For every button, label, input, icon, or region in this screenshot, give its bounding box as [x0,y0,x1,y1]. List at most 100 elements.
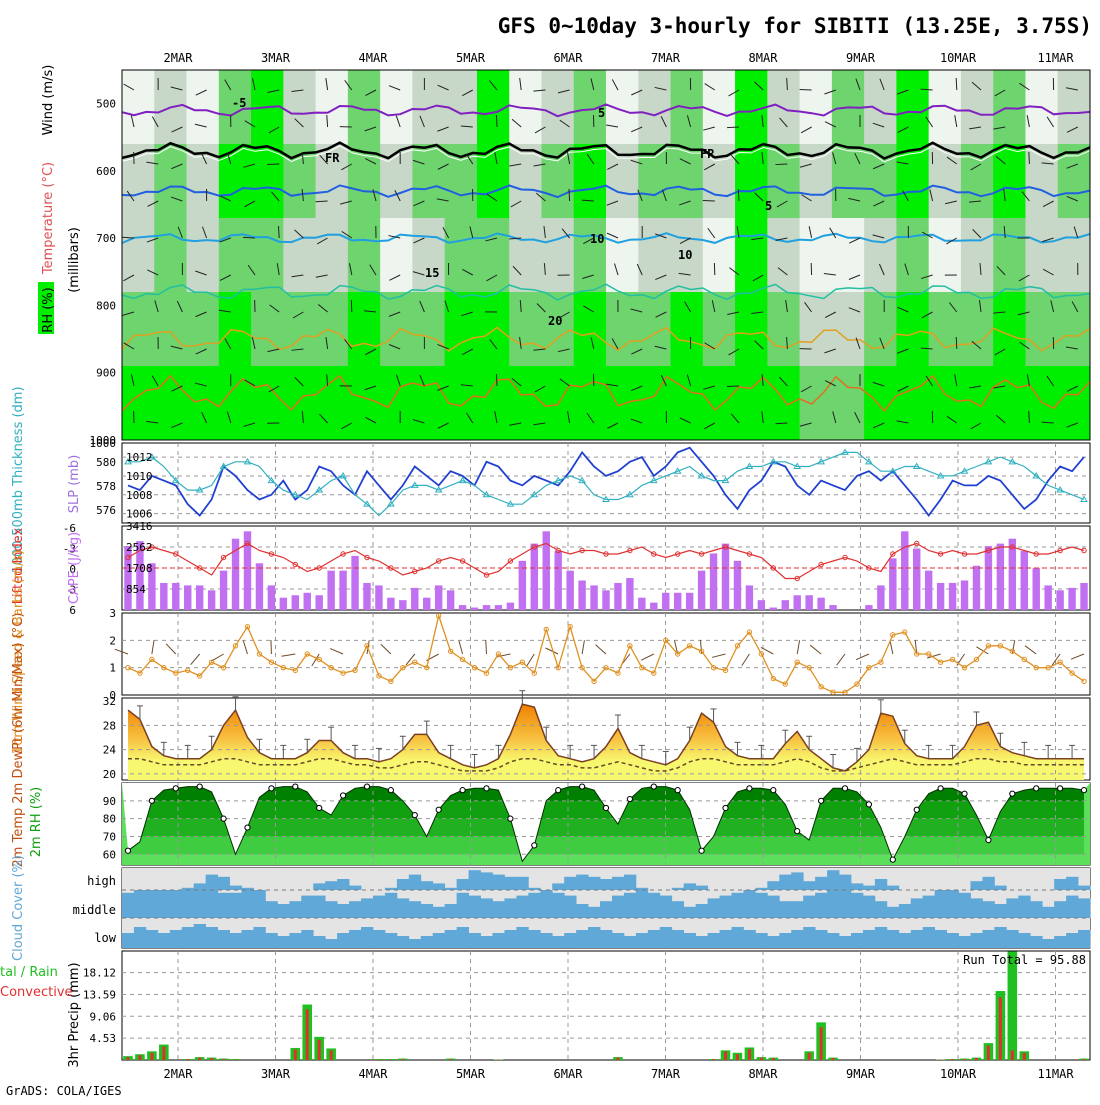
cloud-cover-bar [672,930,684,948]
rh-cell [703,292,736,367]
date-tick-top: 4MAR [359,51,389,65]
cloud-cover-bar [397,898,409,918]
cape-bar [985,546,992,610]
wind-barb [727,127,739,128]
cloud-cover-bar [803,927,815,948]
cloud-cover-bar [194,883,206,890]
rh-cell [380,292,413,367]
contour-label: 10 [678,248,692,262]
precip-convective-bar [820,1027,823,1060]
date-tick-bottom: 8MAR [749,1067,779,1081]
precip-convective-bar [1011,1050,1014,1060]
cloud-cover-bar [313,896,325,918]
wind-barb [956,78,957,90]
cape-bar [423,598,430,610]
rh-cell [283,70,316,145]
precip-tick-label: 9.06 [90,1010,117,1023]
cloud-cover-bar [791,930,803,948]
cloud-cover-bar [696,904,708,918]
cloud-cover-bar [624,893,636,918]
cloud-cover-bar [612,896,624,918]
cloud-cover-bar [325,881,337,890]
cloud-cover-bar [206,927,218,948]
cape-bar [1068,588,1075,610]
cloud-cover-bar [433,883,445,890]
rh-cell [896,218,929,293]
surface-wind-barb [797,640,799,654]
rh2m-marker [221,816,226,821]
cloud-cover-bar [600,901,612,918]
cloud-cover-bar [923,896,935,918]
cloud-cover-bar [253,927,265,948]
cloud-cover-bar [767,936,779,948]
cloud-cover-bar [982,930,994,948]
cloud-cover-bar [851,893,863,918]
cloud-cover-bar [731,927,743,948]
rh2m-marker [149,798,154,803]
rh-cell [316,366,349,441]
rh-cell [1058,366,1091,441]
cloud-cover-bar [612,877,624,890]
contour-label: 5 [598,106,605,120]
rh-cell [961,366,994,441]
surface-wind-barb [742,654,750,666]
rh-cell [380,144,413,219]
rh-cell [122,292,155,367]
surface-wind-barb [459,641,463,654]
rh-cell [316,70,349,145]
cape-bar [268,585,275,610]
rh2m-marker [603,805,608,810]
cloud-cover-bar [253,890,265,918]
cloud-cover-bar [421,936,433,948]
rh2m-tick-label: 80 [103,813,116,826]
millibars-axis-label: (millibars) [67,227,82,293]
temp-tick-label: 24 [103,744,117,757]
precip-convective-bar [294,1049,297,1060]
cloud-cover-bar [994,927,1006,948]
rh2m-marker [293,784,298,789]
cloud-cover-bar [863,930,875,948]
precip-convective-bar [330,1050,333,1060]
cloud-cover-bar [899,904,911,918]
rh-cell [929,218,962,293]
cloud-cover-bar [564,877,576,890]
date-tick-top: 8MAR [749,51,779,65]
wind-barb [569,189,570,201]
rh2m-marker [723,805,728,810]
precip-convective-bar [126,1057,129,1060]
cloud-cover-bar [815,930,827,948]
precip-convective-bar [975,1058,978,1060]
rh2m-marker [436,807,441,812]
cape-bar [399,600,406,610]
precip-panel-frame [122,951,1090,1060]
cloud-cover-bar [851,883,863,890]
rh-cell [477,218,510,293]
cape-bar [578,580,585,610]
surface-wind-barb [152,640,154,654]
cloud-cover-bar [731,893,743,918]
rh2m-marker [1058,786,1063,791]
cape-bar [961,580,968,610]
cloud-cover-bar [445,930,457,948]
rh-cell [896,366,929,441]
cloud-cover-bar [648,893,660,918]
cloud-cover-bar [158,933,170,948]
cloud-cover-bar [373,930,385,948]
cloud-cover-bar [803,881,815,890]
surface-wind-barb [166,644,176,654]
cloud-cover-bar [779,901,791,918]
cloud-cover-bar [743,890,755,918]
contour-label: 15 [425,266,439,280]
cloud-cover-bar [863,896,875,918]
cloud-cover-bar [349,901,361,918]
surface-wind-barb [191,654,200,665]
cloud-cover-bar [911,930,923,948]
cape-bar [794,595,801,610]
cloud-cover-bar [803,896,815,918]
cape-bar [889,558,896,610]
cape-bar [758,600,765,610]
cape-bar [698,571,705,610]
precip-convective-bar [306,1009,309,1060]
temp-axis-label: 2m Temp 2m DewPt (6hr Min/Max) (°C) [11,613,26,868]
